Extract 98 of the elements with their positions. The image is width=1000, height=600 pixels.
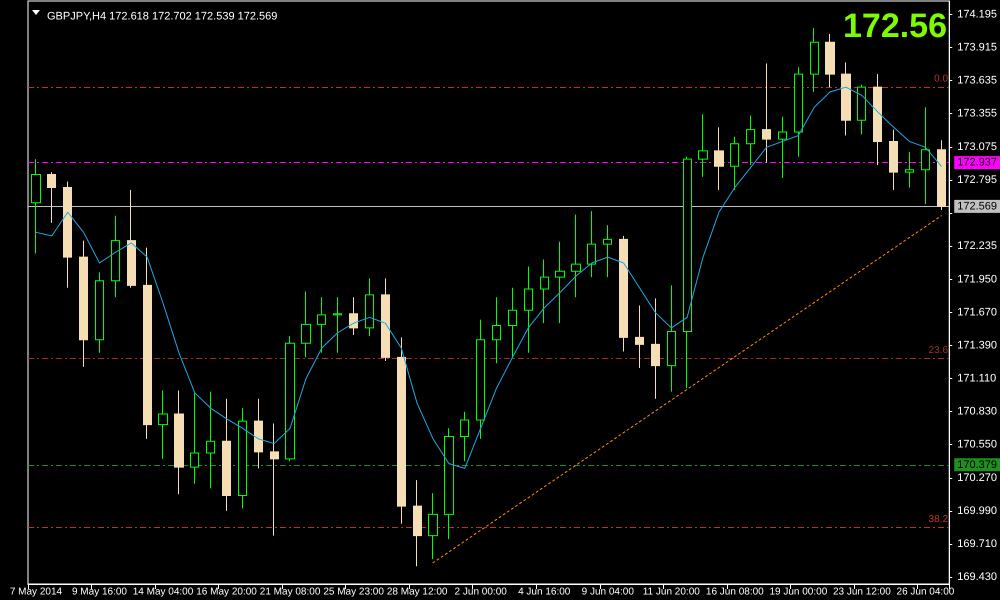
candlestick <box>571 214 581 298</box>
candlestick <box>31 158 41 254</box>
y-tick-label: 173.355 <box>957 108 998 120</box>
candlestick <box>476 319 485 440</box>
candlestick <box>825 34 835 88</box>
y-tick-label: 171.670 <box>957 306 998 319</box>
y-tick-label: 169.710 <box>957 538 998 550</box>
annotation: 23.6 <box>928 345 948 356</box>
candlestick <box>810 28 819 92</box>
candlestick <box>381 278 390 362</box>
candlestick <box>397 336 406 524</box>
candlestick <box>524 266 533 354</box>
candlestick <box>889 129 898 190</box>
candlestick <box>714 126 724 190</box>
candlestick <box>794 66 803 158</box>
candlestick <box>206 391 215 489</box>
candlestick <box>47 172 56 224</box>
candlestick <box>444 428 454 540</box>
x-tick-label: 25 May 23:00 <box>323 586 384 598</box>
ref-line-label: 172.569 <box>957 200 998 212</box>
y-tick-label: 170.270 <box>957 472 998 484</box>
candlestick <box>79 240 88 368</box>
candlestick <box>587 210 596 278</box>
annotation: 0.0 <box>934 74 948 85</box>
x-tick-label: 9 Jun 04:00 <box>582 586 634 598</box>
candlestick <box>413 480 422 567</box>
candlestick <box>603 224 612 278</box>
candlestick <box>508 287 517 360</box>
y-tick-label: 172.235 <box>957 240 998 252</box>
candlestick <box>63 181 72 288</box>
candlestick <box>111 215 120 298</box>
candlestick <box>222 398 231 512</box>
candlestick <box>540 258 549 324</box>
candlestick <box>460 411 469 462</box>
candlestick <box>95 272 104 354</box>
candlestick <box>683 156 692 389</box>
candlestick <box>492 296 501 364</box>
y-tick-label: 174.195 <box>957 8 998 21</box>
y-tick-label: 170.830 <box>957 406 998 418</box>
y-tick-label: 173.915 <box>957 42 998 54</box>
y-tick-label: 170.550 <box>957 438 998 451</box>
candlestick <box>937 140 946 211</box>
candlestick <box>238 408 247 509</box>
candlestick <box>254 398 263 469</box>
candlestick <box>270 423 279 536</box>
candlestick <box>158 390 168 460</box>
candlestick <box>651 298 660 400</box>
x-tick-label: 23 Jun 12:00 <box>832 586 892 598</box>
chart-subtitle: 172.56 <box>843 7 948 45</box>
x-tick-label: 7 May 2014 <box>10 586 63 598</box>
candlestick <box>301 290 311 358</box>
x-tick-label: 14 May 04:00 <box>132 586 194 598</box>
candlestick <box>143 247 152 440</box>
candlestick <box>873 74 882 166</box>
candlestick <box>349 296 358 336</box>
y-tick-label: 172.795 <box>957 174 998 186</box>
y-tick-label: 169.430 <box>957 570 998 583</box>
y-tick-label: 171.110 <box>957 372 996 385</box>
x-tick-label: 28 May 12:00 <box>386 586 448 598</box>
x-tick-label: 26 Jun 04:00 <box>896 586 955 598</box>
candlestick <box>746 114 755 166</box>
candlestick <box>905 152 914 188</box>
candlestick <box>285 336 295 462</box>
candlestick <box>428 492 438 560</box>
x-tick-label: 11 Jun 20:00 <box>642 586 700 598</box>
y-tick-label: 171.950 <box>957 274 998 286</box>
candlestick <box>333 296 342 354</box>
candlestick <box>698 114 708 178</box>
y-tick-label: 171.390 <box>957 340 998 352</box>
x-tick-label: 19 Jun 00:00 <box>769 586 828 598</box>
candlestick <box>317 296 326 354</box>
ref-line-label: 172.937 <box>957 156 998 169</box>
y-tick-label: 173.635 <box>957 74 998 87</box>
candlestick <box>555 241 565 324</box>
candlestick <box>174 390 184 495</box>
annotation: 38.2 <box>928 514 948 525</box>
candlestick <box>635 304 644 369</box>
candlestick <box>921 106 930 204</box>
x-tick-label: 9 May 16:00 <box>72 586 128 598</box>
candlestick <box>619 235 628 352</box>
x-tick-label: 16 May 20:00 <box>196 586 258 598</box>
candlestick <box>667 284 676 392</box>
x-tick-label: 4 Jun 16:00 <box>518 586 571 598</box>
candlestick <box>190 392 199 484</box>
candlestick <box>730 136 739 190</box>
x-tick-label: 2 Jun 00:00 <box>454 586 508 598</box>
ref-line-label: 170.379 <box>957 458 998 471</box>
text: GBPJPY,H4 172.618 172.702 172.539 172.569 <box>47 10 278 22</box>
candlestick <box>841 62 851 136</box>
candlestick <box>127 189 136 288</box>
y-tick-label: 169.990 <box>957 504 998 517</box>
x-tick-label: 21 May 08:00 <box>260 586 321 598</box>
candlestick <box>778 116 787 179</box>
y-tick-label: 173.075 <box>957 140 998 153</box>
candlestick <box>857 84 866 135</box>
candlestick <box>762 63 771 164</box>
x-tick-label: 16 Jun 08:00 <box>706 586 764 598</box>
candlestick <box>365 278 374 337</box>
